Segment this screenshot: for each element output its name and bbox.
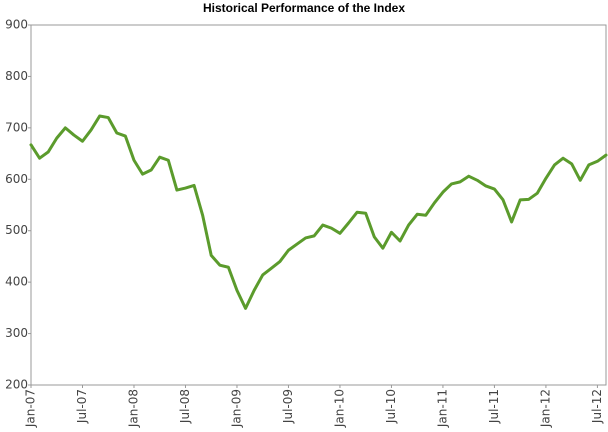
y-tick-label: 600 bbox=[5, 172, 28, 186]
y-tick-label: 200 bbox=[5, 378, 28, 392]
x-tick-label: Jan-09 bbox=[229, 389, 243, 428]
x-tick-label: Jul-10 bbox=[384, 389, 398, 424]
y-tick-label: 800 bbox=[5, 69, 28, 83]
x-tick-label: Jul-09 bbox=[281, 389, 295, 424]
y-tick-label: 900 bbox=[5, 18, 28, 32]
y-tick-label: 700 bbox=[5, 120, 28, 134]
x-tick-label: Jul-12 bbox=[590, 389, 604, 424]
y-tick-label: 400 bbox=[5, 275, 28, 289]
x-tick-label: Jul-11 bbox=[487, 389, 501, 424]
x-tick-label: Jan-11 bbox=[435, 389, 449, 428]
y-tick-label: 300 bbox=[5, 326, 28, 340]
y-tick-label: 500 bbox=[5, 223, 28, 237]
x-tick-label: Jul-07 bbox=[75, 389, 89, 424]
x-tick-label: Jan-07 bbox=[24, 389, 38, 428]
x-tick-label: Jan-10 bbox=[332, 389, 346, 428]
x-tick-label: Jan-08 bbox=[126, 389, 140, 428]
x-tick-label: Jul-08 bbox=[178, 389, 192, 424]
plot-frame bbox=[30, 24, 607, 386]
chart-title: Historical Performance of the Index bbox=[203, 1, 405, 15]
data-line bbox=[29, 114, 608, 310]
x-tick-label: Jan-12 bbox=[538, 389, 552, 428]
